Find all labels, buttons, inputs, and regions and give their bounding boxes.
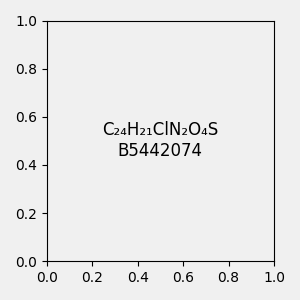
Text: C₂₄H₂₁ClN₂O₄S
B5442074: C₂₄H₂₁ClN₂O₄S B5442074 <box>102 122 218 160</box>
